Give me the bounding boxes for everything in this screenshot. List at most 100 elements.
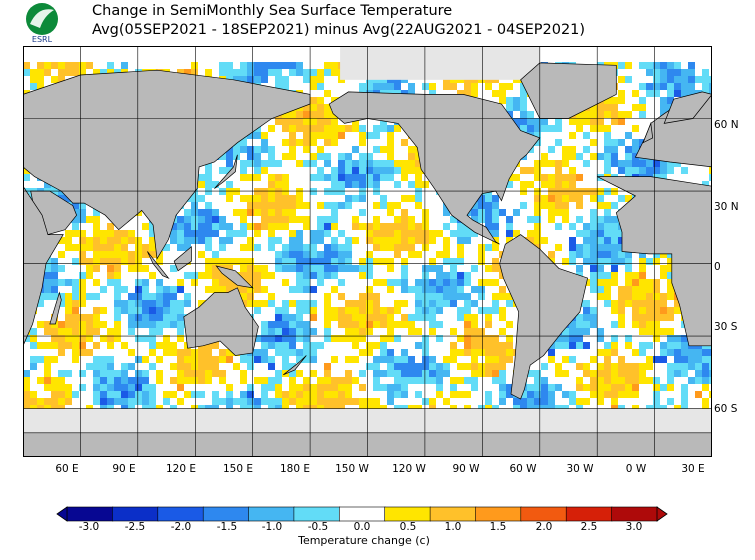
sst-cell xyxy=(338,174,345,181)
sst-cell xyxy=(177,377,184,384)
sst-cell xyxy=(317,153,324,160)
lat-label-30s: 30 S xyxy=(714,321,738,333)
sst-cell xyxy=(65,398,72,405)
sst-cell xyxy=(562,258,569,265)
sst-cell xyxy=(450,230,457,237)
sst-cell xyxy=(401,321,408,328)
sst-cell xyxy=(583,363,590,370)
sst-cell xyxy=(30,342,37,349)
sst-cell xyxy=(282,314,289,321)
sst-cell xyxy=(387,286,394,293)
sst-cell xyxy=(492,258,499,265)
sst-cell xyxy=(177,356,184,363)
sst-cell xyxy=(359,314,366,321)
sst-cell xyxy=(261,335,268,342)
sst-cell xyxy=(520,167,527,174)
colorbar-swatch xyxy=(475,506,522,522)
sst-cell xyxy=(254,307,261,314)
sst-cell xyxy=(450,83,457,90)
sst-cell xyxy=(184,377,191,384)
sst-cell xyxy=(492,90,499,97)
sst-cell xyxy=(688,363,695,370)
sst-cell xyxy=(317,111,324,118)
sst-cell xyxy=(44,279,51,286)
sst-cell xyxy=(352,125,359,132)
sst-cell xyxy=(667,83,674,90)
sst-cell xyxy=(604,216,611,223)
sst-cell xyxy=(296,111,303,118)
sst-cell xyxy=(37,83,44,90)
sst-cell xyxy=(65,342,72,349)
sst-cell xyxy=(79,279,86,286)
sst-cell xyxy=(303,223,310,230)
cb-tick-3: 3.0 xyxy=(625,521,643,533)
sst-cell xyxy=(114,391,121,398)
sst-cell xyxy=(296,237,303,244)
sst-cell xyxy=(555,342,562,349)
sst-cell xyxy=(345,195,352,202)
sst-cell xyxy=(506,335,513,342)
sst-cell xyxy=(646,377,653,384)
sst-cell xyxy=(534,195,541,202)
sst-cell xyxy=(457,286,464,293)
sst-cell xyxy=(618,230,625,237)
sst-cell xyxy=(366,328,373,335)
sst-cell xyxy=(548,195,555,202)
sst-cell xyxy=(142,321,149,328)
sst-cell xyxy=(240,216,247,223)
sst-cell xyxy=(254,398,261,405)
sst-cell xyxy=(331,391,338,398)
lon-label-150w: 150 W xyxy=(335,463,369,475)
sst-cell xyxy=(212,181,219,188)
sst-cell xyxy=(107,258,114,265)
logo-swoosh xyxy=(30,9,54,28)
sst-cell xyxy=(422,209,429,216)
colorbar-swatch xyxy=(293,506,341,522)
sst-cell xyxy=(653,307,660,314)
sst-cell xyxy=(58,279,65,286)
sst-cell xyxy=(128,321,135,328)
sst-cell xyxy=(583,223,590,230)
sst-cell xyxy=(415,286,422,293)
sst-cell xyxy=(366,160,373,167)
sst-cell xyxy=(359,167,366,174)
cb-tick-0: 0.0 xyxy=(353,521,371,533)
sst-cell xyxy=(93,342,100,349)
sst-cell xyxy=(107,384,114,391)
sst-cell xyxy=(345,265,352,272)
sst-cell xyxy=(394,335,401,342)
sst-cell xyxy=(268,188,275,195)
sst-cell xyxy=(149,307,156,314)
sst-cell xyxy=(492,349,499,356)
sst-cell xyxy=(198,391,205,398)
sst-cell xyxy=(583,118,590,125)
sst-cell xyxy=(646,286,653,293)
lon-label-120w: 120 W xyxy=(392,463,426,475)
sst-cell xyxy=(702,398,709,405)
sst-cell xyxy=(492,307,499,314)
sst-cell xyxy=(268,230,275,237)
sst-cell xyxy=(149,335,156,342)
sst-cell xyxy=(268,216,275,223)
sst-cell xyxy=(681,384,688,391)
sst-cell xyxy=(485,349,492,356)
sst-cell xyxy=(310,153,317,160)
sst-cell xyxy=(240,230,247,237)
sst-cell xyxy=(247,391,254,398)
sst-cell xyxy=(261,188,268,195)
sst-cell xyxy=(408,167,415,174)
sst-cell xyxy=(289,146,296,153)
sst-cell xyxy=(212,342,219,349)
sst-cell xyxy=(170,349,177,356)
sst-cell xyxy=(471,286,478,293)
sst-cell xyxy=(513,209,520,216)
sst-cell xyxy=(107,391,114,398)
sst-cell xyxy=(86,335,93,342)
sst-cell xyxy=(135,398,142,405)
sst-cell xyxy=(597,279,604,286)
sst-cell xyxy=(289,349,296,356)
sst-cell xyxy=(709,76,712,83)
sst-cell xyxy=(296,398,303,405)
sst-cell xyxy=(51,293,58,300)
colorbar-high-arrow xyxy=(656,506,668,522)
